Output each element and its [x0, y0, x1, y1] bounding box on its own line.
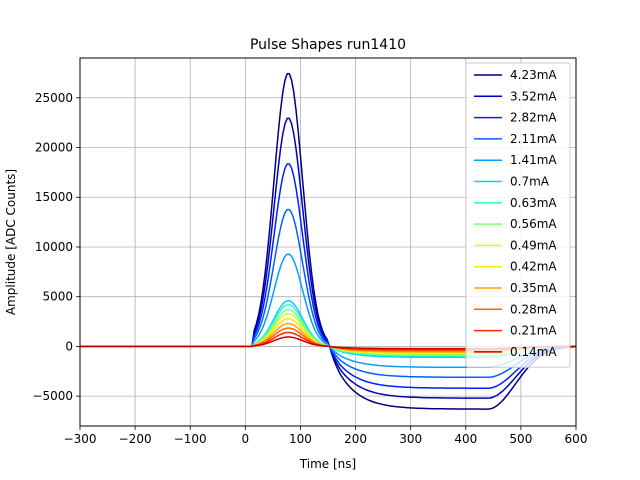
- legend-label: 2.11mA: [510, 132, 557, 146]
- legend-label: 0.21mA: [510, 324, 557, 338]
- legend-label: 0.49mA: [510, 238, 557, 252]
- x-axis-label: Time [ns]: [299, 457, 356, 471]
- y-axis-ticks: −5000 0 5000 10000 15000 20000 25000: [32, 91, 80, 403]
- y-tick-label: 5000: [42, 290, 73, 304]
- legend-label: 0.56mA: [510, 217, 557, 231]
- x-tick-label: −100: [174, 432, 207, 446]
- x-tick-label: 0: [242, 432, 250, 446]
- legend-label: 0.28mA: [510, 302, 557, 316]
- legend-label: 1.41mA: [510, 153, 557, 167]
- y-tick-label: 10000: [35, 240, 73, 254]
- legend-label: 0.7mA: [510, 175, 550, 189]
- legend-label: 3.52mA: [510, 89, 557, 103]
- y-tick-label: 15000: [35, 190, 73, 204]
- x-tick-label: −200: [119, 432, 152, 446]
- x-tick-label: 500: [509, 432, 532, 446]
- x-tick-label: 100: [289, 432, 312, 446]
- legend-label: 4.23mA: [510, 68, 557, 82]
- x-axis-ticks: −300 −200 −100 0 100 200 300 400 500 600: [64, 426, 588, 446]
- x-tick-label: 300: [399, 432, 422, 446]
- y-tick-label: 25000: [35, 91, 73, 105]
- x-tick-label: 600: [565, 432, 588, 446]
- x-tick-label: −300: [64, 432, 97, 446]
- x-tick-label: 200: [344, 432, 367, 446]
- plot-frame: [79, 57, 577, 427]
- y-tick-label: 20000: [35, 141, 73, 155]
- legend-label: 0.35mA: [510, 281, 557, 295]
- legend: 4.23mA 3.52mA 2.82mA 2.11mA 1.41mA 0.7mA 0.63m…: [465, 62, 571, 368]
- y-tick-label: −5000: [32, 389, 73, 403]
- y-axis-label: Amplitude [ADC Counts]: [4, 169, 18, 315]
- legend-label: 2.82mA: [510, 111, 557, 125]
- legend-label: 0.42mA: [510, 260, 557, 274]
- x-tick-label: 400: [454, 432, 477, 446]
- legend-label: 0.63mA: [510, 196, 557, 210]
- y-tick-label: 0: [65, 339, 73, 353]
- legend-box: [465, 62, 571, 368]
- legend-label: 0.14mA: [510, 345, 557, 359]
- chart-title: Pulse Shapes run1410: [250, 37, 406, 53]
